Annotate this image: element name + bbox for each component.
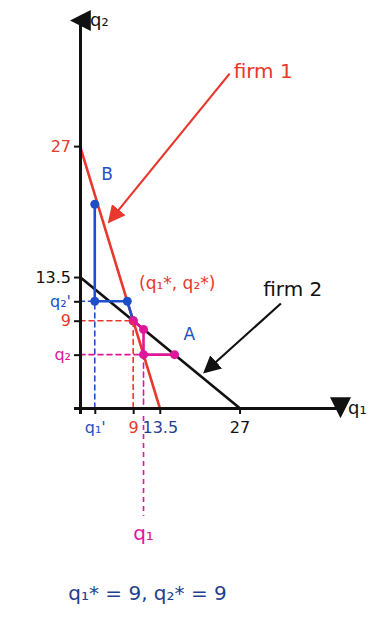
- y-tick-mark: [74, 320, 80, 322]
- x-tick-mark: [159, 408, 161, 414]
- y-tick: q₂: [54, 345, 80, 364]
- y-axis-line: [74, 21, 81, 409]
- annotation: firm 1: [234, 59, 293, 83]
- point: [170, 350, 179, 359]
- x-tick-label: 13.5: [142, 418, 178, 437]
- y-tick-mark: [74, 277, 80, 279]
- y-tick: 27: [51, 137, 80, 156]
- annotation: q₁: [133, 521, 154, 545]
- y-tick-mark: [74, 146, 80, 148]
- y-axis: q₂ 9q₂' 13.5 27: [35, 21, 80, 409]
- y-axis-title: q₂: [90, 9, 109, 30]
- y-tick-label: 13.5: [35, 268, 71, 287]
- y-tick-label: q₂: [54, 345, 71, 364]
- series-line: [133, 321, 174, 355]
- guide-line: [80, 355, 144, 408]
- annotation: A: [183, 324, 195, 344]
- plot-area: [80, 146, 240, 408]
- y-tick-mark: [74, 354, 80, 356]
- annotation: (q₁*, q₂*): [139, 273, 215, 293]
- x-axis: q₁' 913.5 27: [81, 408, 341, 437]
- x-tick-mark: [239, 408, 241, 414]
- x-tick-mark: [133, 408, 135, 414]
- x-tick-label: q₁': [85, 418, 106, 437]
- x-tick: 27: [230, 408, 250, 437]
- y-tick-label: 9: [61, 311, 71, 330]
- point: [139, 325, 148, 334]
- annotation: B: [101, 164, 113, 184]
- y-tick-mark: [74, 301, 80, 303]
- point: [123, 297, 132, 306]
- x-tick: 13.5: [142, 408, 178, 437]
- y-tick: q₂': [50, 292, 80, 311]
- chart: q₁'913.527q₂9q₂'13.527q₁q₂firm 1firm 2BA…: [0, 0, 375, 636]
- y-tick: 9: [61, 311, 80, 330]
- annotations: firm 1 firm 2 B A (q₁*, q₂*) q₁: [101, 59, 322, 545]
- x-tick-label: 27: [230, 418, 250, 437]
- guide-line: [80, 321, 133, 408]
- y-tick: 13.5: [35, 268, 80, 287]
- series-line: [80, 277, 240, 408]
- series-line: [95, 204, 133, 320]
- x-axis-line: [81, 409, 341, 415]
- x-tick-mark: [94, 408, 96, 414]
- drop-line: [143, 416, 145, 516]
- x-tick-label: 9: [129, 418, 139, 437]
- annotation-arrow: [110, 74, 230, 221]
- y-tick-label: 27: [51, 137, 71, 156]
- x-axis-title: q₁: [348, 397, 367, 418]
- y-tick-label: q₂': [50, 292, 71, 311]
- annotation: firm 2: [263, 277, 322, 301]
- x-tick: q₁': [85, 408, 106, 437]
- point: [90, 200, 99, 209]
- annotation-arrow: [206, 303, 281, 371]
- x-tick: 9: [129, 408, 139, 437]
- caption: q₁* = 9, q₂* = 9: [68, 581, 227, 605]
